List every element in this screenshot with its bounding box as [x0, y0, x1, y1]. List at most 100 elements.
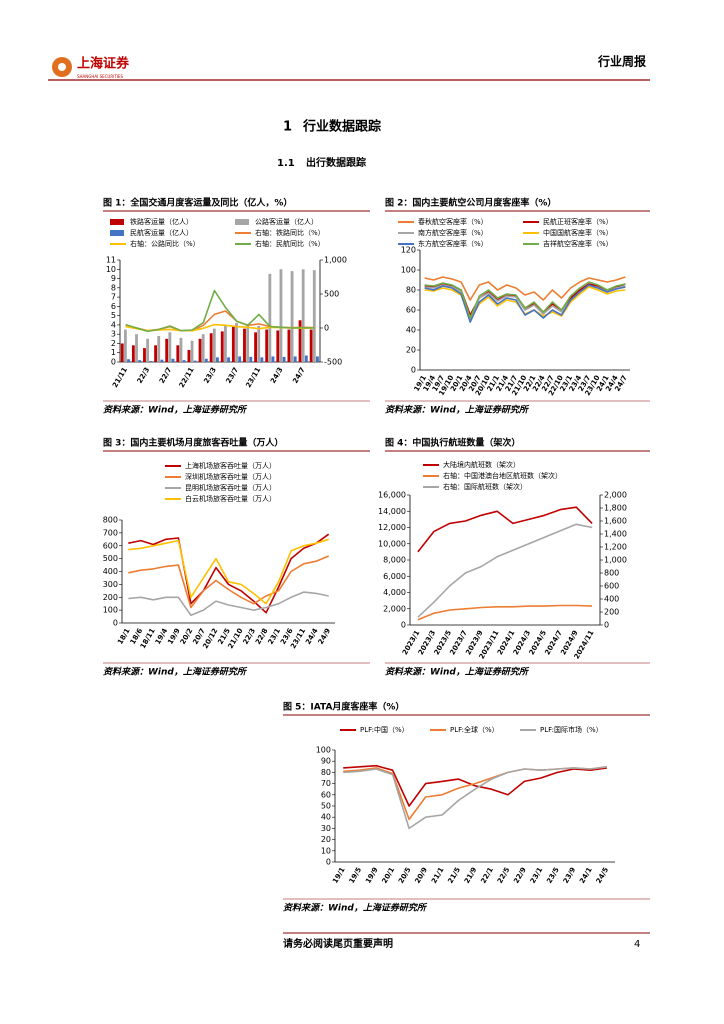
x-tick-label: 23/9: [562, 866, 578, 885]
bar: [316, 356, 319, 362]
line-series: [128, 533, 330, 614]
y2-tick-label: 1,200: [604, 543, 627, 552]
y-tick-label: 300: [103, 580, 118, 589]
y-tick-label: 0: [113, 619, 118, 628]
figure-source: 资料来源：Wind，上海证券研究所: [283, 903, 428, 914]
y-tick-label: 100: [316, 746, 331, 755]
bar: [165, 338, 169, 362]
y-tick-label: 6,000: [383, 572, 406, 581]
x-tick-label: 19/5: [348, 866, 364, 885]
figure-source: 资料来源：Wind，上海证券研究所: [385, 405, 530, 416]
figure-source: 资料来源：Wind，上海证券研究所: [103, 405, 248, 416]
x-tick-label: 22/9: [512, 866, 528, 885]
bar: [223, 325, 227, 362]
y-tick-label: 7: [111, 293, 116, 302]
x-tick-label: 21/5: [446, 866, 462, 885]
bar: [282, 356, 286, 362]
bar: [138, 360, 142, 362]
y-tick-label: 700: [103, 528, 118, 537]
line-series: [417, 523, 593, 618]
y-tick-label: 40: [321, 813, 331, 822]
bar: [135, 334, 138, 362]
legend-label: PLF:国际市场（%）: [540, 725, 603, 734]
legend-label: 右轴：公路同比（%）: [130, 239, 200, 248]
x-tick-label: 24/3: [269, 366, 285, 385]
x-tick-label: 23/11: [244, 366, 262, 389]
y2-tick-label: 500: [324, 290, 339, 299]
bar: [254, 332, 257, 362]
legend-label: 东方航空客座率（%）: [418, 239, 488, 248]
y-tick-label: 20: [321, 835, 331, 844]
bar: [290, 271, 294, 362]
x-tick-label: 20/1: [381, 866, 397, 885]
figure-title: 图 5：IATA月度客座率（%）: [283, 701, 404, 713]
y2-tick-label: 800: [604, 569, 619, 578]
x-tick-label: 24/1: [578, 866, 594, 885]
x-tick-label: 24/9: [317, 627, 333, 646]
line-series: [424, 281, 626, 319]
y-tick-label: 0: [411, 366, 416, 375]
x-tick-label: 22/1: [479, 866, 495, 885]
legend-label: 中国国航客座率（%）: [543, 228, 613, 237]
y-tick-label: 120: [401, 246, 416, 255]
bar: [287, 329, 291, 362]
x-tick-label: 23/1: [529, 866, 545, 885]
legend-label: PLF:全球（%）: [450, 725, 499, 734]
legend-swatch: [110, 230, 124, 236]
x-tick-label: 21/11: [111, 366, 129, 389]
y-tick-label: 600: [103, 541, 118, 550]
y-tick-label: 8,000: [383, 556, 406, 565]
figure-source: 资料来源：Wind，上海证券研究所: [103, 667, 248, 678]
bar: [154, 345, 157, 362]
line-series: [424, 284, 626, 323]
line-series: [417, 604, 593, 621]
x-tick-label: 20/9: [414, 866, 430, 885]
heading2-number: 1.1: [277, 158, 295, 169]
y2-tick-label: 1,000: [604, 556, 627, 565]
figure-source: 资料来源：Wind，上海证券研究所: [385, 667, 530, 678]
figure-title: 图 3：国内主要机场月度旅客吞吐量（万人）: [103, 437, 283, 449]
y-tick-label: 6: [111, 302, 116, 311]
x-tick-label: 24/7: [291, 366, 307, 385]
x-tick-label: 22/5: [496, 866, 512, 885]
page-number: 4: [634, 939, 640, 950]
bar: [293, 356, 297, 362]
legend-label: PLF:中国（%）: [360, 725, 409, 734]
bar: [120, 343, 124, 362]
bar: [243, 328, 246, 362]
y2-tick-label: 1,400: [604, 530, 627, 539]
y-tick-label: 30: [321, 824, 331, 833]
y-tick-label: 9: [111, 274, 116, 283]
legend-label: 吉祥航空客座率（%）: [543, 239, 613, 248]
y-tick-label: 16,000: [378, 491, 406, 500]
legend-label: 南方航空客座率（%）: [418, 228, 488, 237]
bar: [131, 345, 135, 362]
x-tick-label: 21/9: [463, 866, 479, 885]
legend-label: 公路客运量（亿人）: [255, 217, 318, 226]
y2-tick-label: 0: [604, 621, 609, 630]
y-tick-label: 10: [106, 265, 116, 274]
y-tick-label: 5: [111, 311, 116, 320]
bar: [227, 357, 230, 362]
bar: [204, 358, 208, 362]
heading1-text: 行业数据跟踪: [302, 119, 381, 135]
bar: [271, 356, 275, 362]
y-tick-label: 3: [111, 330, 116, 339]
bar: [220, 331, 224, 362]
bar: [312, 270, 316, 362]
y-tick-label: 60: [321, 790, 331, 799]
bar: [201, 334, 205, 362]
legend-label: 右轴：铁路同比（%）: [255, 228, 325, 237]
y-tick-label: 2: [111, 339, 116, 348]
logo: [52, 57, 72, 77]
y-tick-label: 1: [111, 348, 116, 357]
line-series: [125, 289, 315, 333]
legend-swatch: [235, 219, 249, 225]
bar: [179, 337, 183, 362]
y-tick-label: 10: [321, 846, 331, 855]
bar: [187, 349, 191, 362]
logo-icon-core: [58, 63, 66, 71]
bar: [249, 356, 253, 362]
bar: [268, 273, 272, 362]
bar: [198, 338, 202, 362]
